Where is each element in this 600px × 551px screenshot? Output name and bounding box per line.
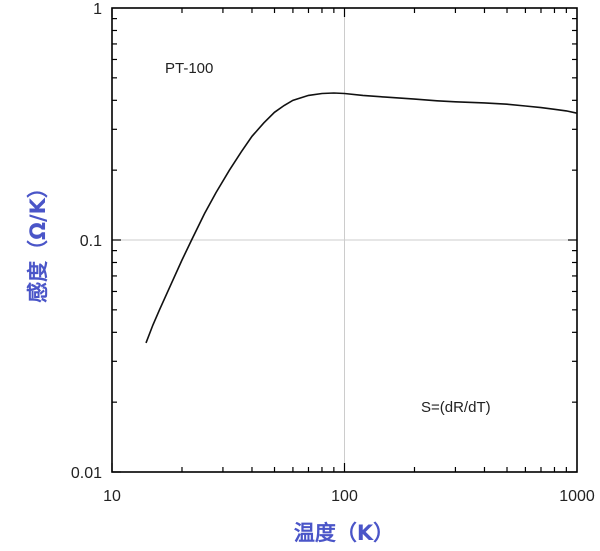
y-tick-label: 0.1 bbox=[80, 233, 102, 250]
annotation-formula: S=(dR/dT) bbox=[421, 399, 491, 416]
x-tick-label: 100 bbox=[331, 488, 358, 505]
y-tick-label: 0.01 bbox=[71, 465, 102, 482]
annotation-pt100: PT-100 bbox=[165, 60, 213, 77]
tick-labels: 10 100 1000 0.01 0.1 1 bbox=[71, 1, 595, 505]
x-axis-title: 温度（K） bbox=[294, 521, 394, 545]
x-tick-label: 1000 bbox=[559, 488, 595, 505]
ticks bbox=[111, 8, 577, 473]
x-tick-label: 10 bbox=[103, 488, 121, 505]
y-axis-title: 感度（Ω/K） bbox=[26, 177, 50, 303]
y-tick-label: 1 bbox=[93, 1, 102, 18]
sensitivity-curve bbox=[145, 92, 578, 344]
grid bbox=[112, 8, 577, 472]
